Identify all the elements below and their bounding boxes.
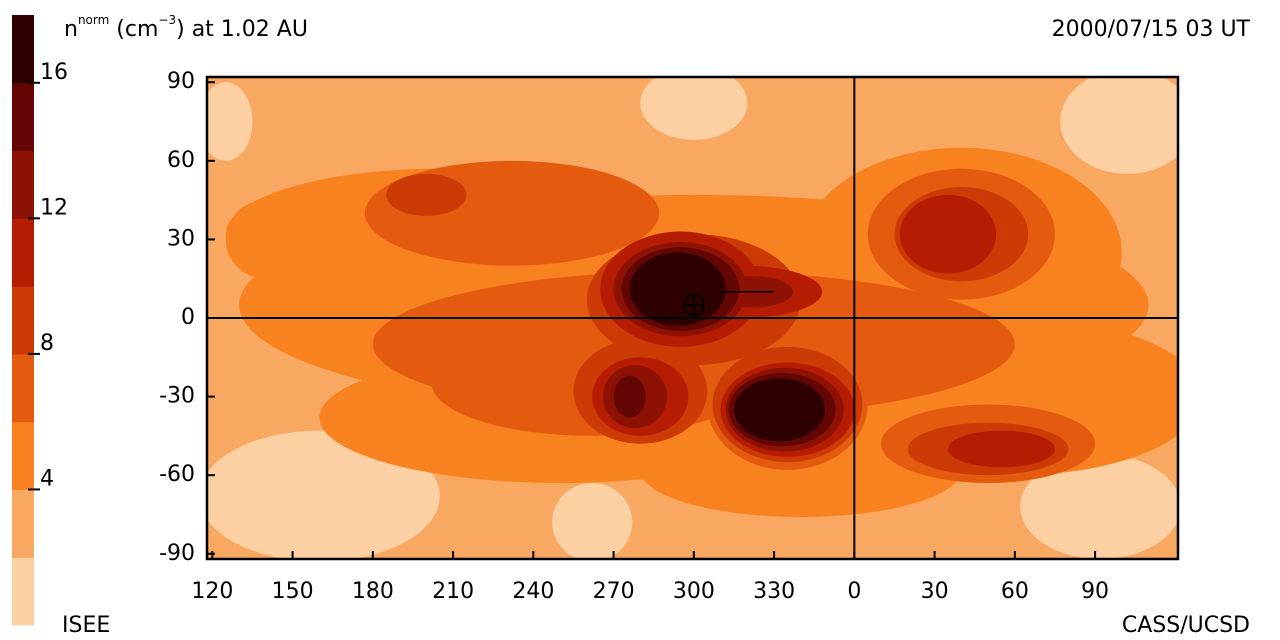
contour-region xyxy=(733,378,825,442)
colorbar-band xyxy=(12,150,34,219)
x-tick-label: 180 xyxy=(352,579,394,604)
x-tick-label: 330 xyxy=(753,579,795,604)
contour-region xyxy=(947,430,1055,468)
contour-area xyxy=(207,77,1178,559)
colorbar-tick-label: 4 xyxy=(40,466,54,491)
source-right: CASS/UCSD xyxy=(1122,613,1250,638)
x-tick-label: 0 xyxy=(847,579,861,604)
title-part: (cm xyxy=(109,17,158,42)
contour-region xyxy=(613,375,646,418)
title-sup: −3 xyxy=(158,13,176,27)
y-tick-label: 30 xyxy=(167,226,195,251)
contour-region xyxy=(629,252,726,326)
colorbar-tick-label: 12 xyxy=(40,195,68,220)
y-tick-label: -30 xyxy=(159,384,195,409)
chart-title: nnorm (cm−3) at 1.02 AU xyxy=(64,13,308,43)
y-tick-label: -90 xyxy=(159,541,195,566)
colorbar-tick-label: 8 xyxy=(40,331,54,356)
x-tick-label: 270 xyxy=(593,579,635,604)
title-part: n xyxy=(64,17,78,42)
x-tick-label: 150 xyxy=(272,579,314,604)
contour-region xyxy=(640,422,962,518)
x-tick-label: 300 xyxy=(673,579,715,604)
contour-region xyxy=(207,430,440,559)
title-part: ) at 1.02 AU xyxy=(176,17,308,42)
y-tick-label: -60 xyxy=(159,462,195,487)
source-left: ISEE xyxy=(62,613,110,638)
x-tick-label: 240 xyxy=(512,579,554,604)
colorbar-band xyxy=(12,286,34,355)
colorbar-band xyxy=(12,82,34,152)
contour-region xyxy=(552,483,633,559)
contour-region xyxy=(1060,77,1178,174)
x-tick-label: 60 xyxy=(1001,579,1029,604)
colorbar-band xyxy=(12,15,34,84)
contour-region xyxy=(207,82,253,161)
contour-region xyxy=(640,77,748,140)
colorbar-band xyxy=(12,218,34,287)
x-tick-label: 90 xyxy=(1081,579,1109,604)
colorbar-band xyxy=(12,421,34,490)
title-sup: norm xyxy=(78,13,109,27)
y-tick-label: 60 xyxy=(167,148,195,173)
date-label: 2000/07/15 03 UT xyxy=(1052,17,1251,42)
y-tick-label: 90 xyxy=(167,69,195,94)
contour-region xyxy=(225,200,306,279)
contour-region xyxy=(1020,454,1178,559)
colorbar-band xyxy=(12,489,34,558)
x-tick-label: 210 xyxy=(432,579,474,604)
colorbar-tick-label: 16 xyxy=(40,60,68,85)
contour-region xyxy=(899,194,997,274)
y-tick-label: 0 xyxy=(181,305,195,330)
colorbar-band xyxy=(12,557,34,626)
x-tick-label: 120 xyxy=(191,579,233,604)
x-tick-label: 30 xyxy=(921,579,949,604)
colorbar-band xyxy=(12,353,34,423)
contour-region xyxy=(386,173,467,216)
